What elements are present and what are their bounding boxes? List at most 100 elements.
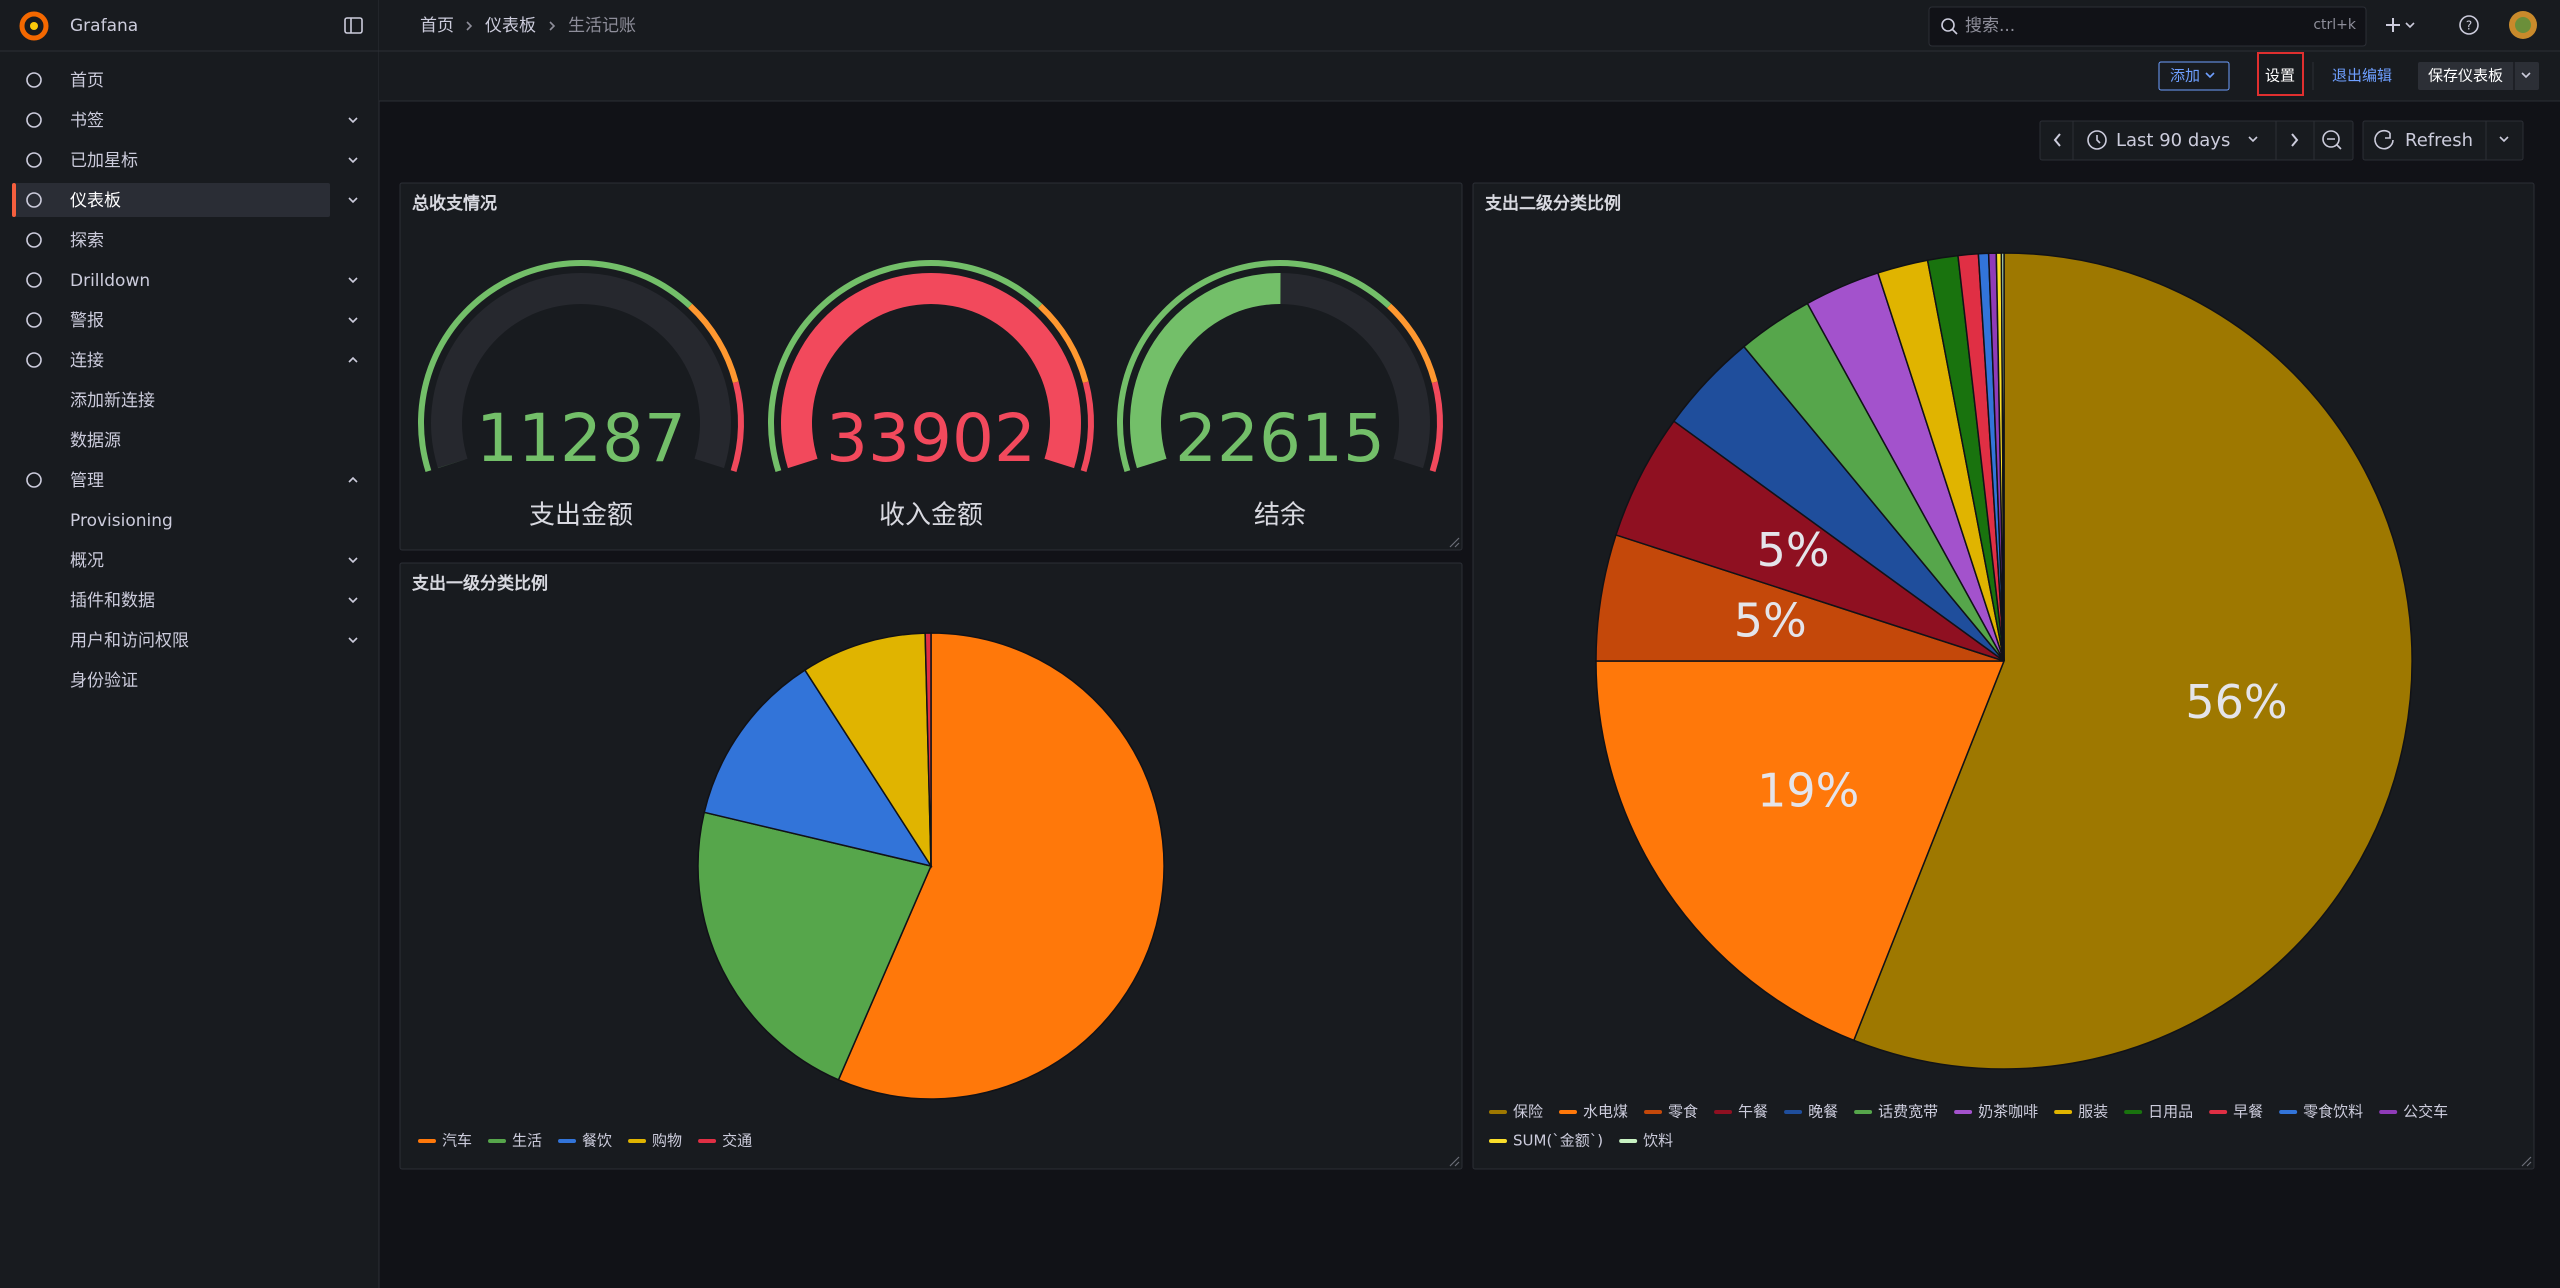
nav-icon xyxy=(26,232,42,248)
pie-slice[interactable] xyxy=(1852,252,2413,1070)
nav-icon xyxy=(26,272,42,288)
nav-item[interactable]: 首页 xyxy=(70,71,104,91)
nav-item[interactable]: 数据源 xyxy=(70,431,121,451)
pie-value-label: 5% xyxy=(1757,523,1830,577)
legend-label[interactable]: SUM(`金额`) xyxy=(1513,1132,1603,1150)
legend-label[interactable]: 生活 xyxy=(512,1132,542,1150)
help-glyph: ? xyxy=(2466,19,2472,33)
search-box[interactable] xyxy=(1928,6,2367,47)
time-range[interactable]: Last 90 days xyxy=(2116,130,2230,151)
legend-label[interactable]: 公交车 xyxy=(2403,1103,2448,1121)
panel-title: 支出一级分类比例 xyxy=(412,573,548,594)
nav-item[interactable]: 身份验证 xyxy=(70,671,138,691)
nav-item[interactable]: 警报 xyxy=(70,311,104,331)
pie-slice[interactable] xyxy=(2000,252,2005,662)
legend-label[interactable]: 晚餐 xyxy=(1808,1103,1838,1121)
pie-slice[interactable] xyxy=(1595,660,2006,1042)
legend-label[interactable]: 零食饮料 xyxy=(2303,1103,2363,1121)
legend-label[interactable]: 保险 xyxy=(1513,1103,1543,1121)
gauge-threshold xyxy=(688,303,739,384)
search-icon xyxy=(1941,18,1955,32)
nav-item[interactable]: 管理 xyxy=(70,471,104,491)
nav-chevron[interactable] xyxy=(348,476,358,483)
refresh-interval[interactable] xyxy=(2499,136,2509,143)
gauge-value: 33902 xyxy=(826,400,1036,477)
nav-item[interactable]: 概况 xyxy=(70,551,104,571)
save-button-label: 保存仪表板 xyxy=(2428,67,2503,85)
breadcrumb-item[interactable]: 仪表板 xyxy=(485,16,536,36)
search-shortcut: ctrl+k xyxy=(2313,17,2357,33)
nav-chevron[interactable] xyxy=(348,557,358,564)
nav-item[interactable]: 书签 xyxy=(70,111,104,131)
nav-chevron[interactable] xyxy=(348,117,358,124)
pie-slice[interactable] xyxy=(837,632,1165,1100)
legend-label[interactable]: 话费宽带 xyxy=(1878,1103,1938,1121)
clock-icon xyxy=(2087,130,2107,150)
pie-slice[interactable] xyxy=(803,632,932,869)
nav-item[interactable]: Provisioning xyxy=(70,511,173,531)
zoom-out[interactable] xyxy=(2322,130,2340,148)
exit-edit-button[interactable]: 退出编辑 xyxy=(2332,67,2392,85)
nav-item[interactable]: 插件和数据 xyxy=(70,591,155,611)
search-placeholder: 搜索... xyxy=(1965,16,2015,36)
legend-label[interactable]: 奶茶咖啡 xyxy=(1978,1103,2038,1121)
legend-label[interactable]: 午餐 xyxy=(1738,1103,1768,1121)
nav-item[interactable]: 已加星标 xyxy=(70,151,138,171)
nav-chevron[interactable] xyxy=(348,197,358,204)
legend-label[interactable]: 汽车 xyxy=(442,1132,472,1150)
new-menu[interactable] xyxy=(2386,18,2415,32)
nav-item[interactable]: 添加新连接 xyxy=(70,391,155,411)
nav-chevron[interactable] xyxy=(348,597,358,604)
pie-slice[interactable] xyxy=(924,632,932,867)
nav-chevron[interactable] xyxy=(348,157,358,164)
nav-item[interactable]: 连接 xyxy=(70,351,104,371)
nav-active-indicator xyxy=(12,183,16,217)
legend-label[interactable]: 早餐 xyxy=(2233,1103,2263,1121)
sidebar-toggle[interactable] xyxy=(344,17,363,34)
time-forward[interactable] xyxy=(2291,133,2299,147)
panel xyxy=(399,182,1463,551)
nav-item[interactable]: Drilldown xyxy=(70,271,150,291)
legend-label[interactable]: 水电煤 xyxy=(1583,1103,1628,1121)
time-picker-group xyxy=(2039,120,2354,161)
nav-chevron[interactable] xyxy=(348,317,358,324)
gauge-threshold xyxy=(730,381,745,473)
pie-slice[interactable] xyxy=(703,669,933,868)
plus-icon xyxy=(2386,18,2400,32)
pie-value-label: 19% xyxy=(1757,764,1859,818)
time-back[interactable] xyxy=(2053,133,2061,147)
nav-chevron[interactable] xyxy=(348,277,358,284)
logo[interactable] xyxy=(19,11,49,41)
legend-label[interactable]: 零食 xyxy=(1668,1103,1698,1121)
nav-icon xyxy=(26,112,42,128)
save-button[interactable] xyxy=(2418,62,2539,90)
legend-label[interactable]: 购物 xyxy=(652,1132,682,1150)
legend-label[interactable]: 饮料 xyxy=(1643,1132,1673,1150)
legend-label[interactable]: 服装 xyxy=(2078,1103,2108,1121)
refresh-icon xyxy=(2374,129,2394,150)
nav-icon xyxy=(26,192,42,208)
help-icon[interactable] xyxy=(2459,15,2479,35)
nav-item[interactable]: 探索 xyxy=(70,231,104,251)
legend-label[interactable]: 餐饮 xyxy=(582,1132,612,1150)
nav-item[interactable]: 仪表板 xyxy=(70,191,121,211)
add-button[interactable] xyxy=(2158,61,2230,91)
plus-chevron xyxy=(2405,22,2415,29)
breadcrumb-separator xyxy=(466,21,473,31)
nav-chevron[interactable] xyxy=(348,637,358,644)
legend-label[interactable]: 日用品 xyxy=(2148,1103,2193,1121)
nav-item[interactable]: 用户和访问权限 xyxy=(70,631,189,651)
nav-chevron[interactable] xyxy=(348,356,358,363)
pie-slice[interactable] xyxy=(697,811,933,1081)
zoom-out-glyph xyxy=(2327,138,2342,150)
legend-label[interactable]: 交通 xyxy=(722,1132,752,1150)
refresh-button[interactable]: Refresh xyxy=(2405,130,2473,151)
resize-handle xyxy=(1449,1156,1460,1167)
nav-icon xyxy=(26,72,42,88)
breadcrumb-item[interactable]: 首页 xyxy=(420,16,454,36)
gauge-fill xyxy=(781,273,1081,469)
settings-button-label: 设置 xyxy=(2265,67,2295,85)
settings-button[interactable] xyxy=(2257,52,2304,96)
nav-icon xyxy=(26,312,42,328)
avatar-pattern xyxy=(2515,17,2531,33)
